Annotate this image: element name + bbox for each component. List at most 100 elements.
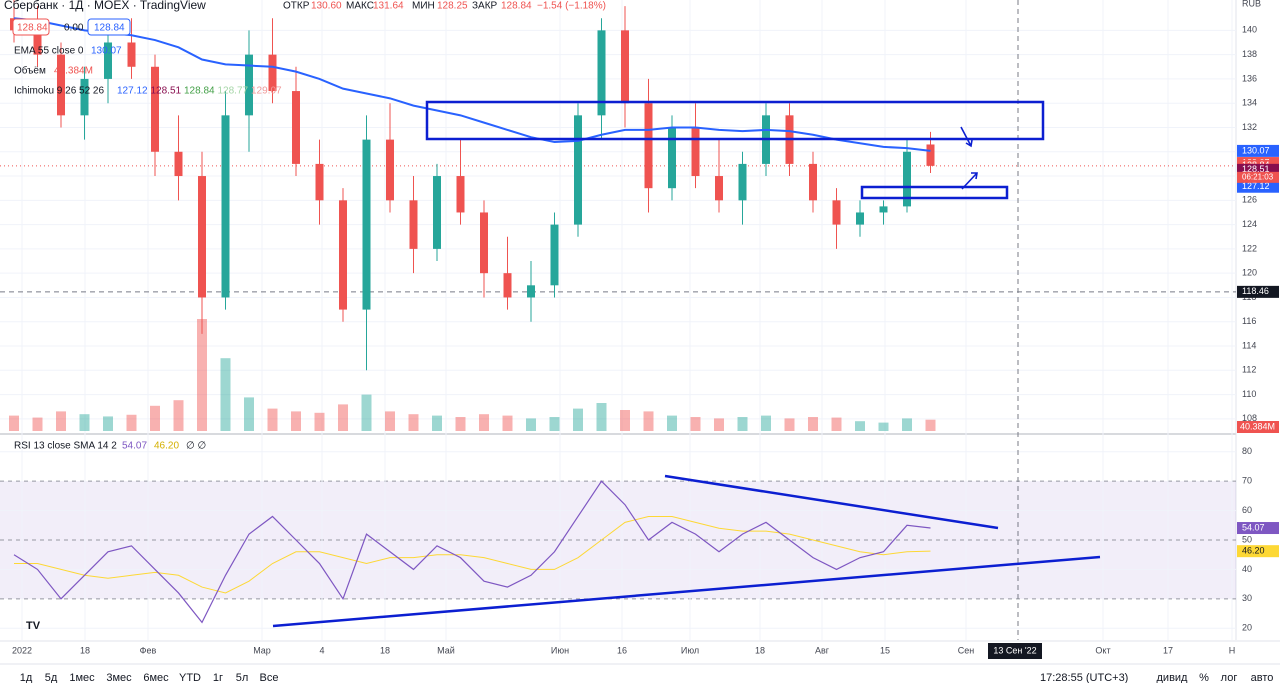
rsi-tick-label: 20 xyxy=(1242,623,1252,633)
bid-box xyxy=(12,18,50,36)
candle-body xyxy=(433,176,441,249)
price-tick-label: 112 xyxy=(1242,365,1256,375)
countdown-badge xyxy=(1237,171,1279,183)
candle-body xyxy=(809,163,817,201)
time-tick-label: Фев xyxy=(140,645,157,655)
volume-badge-label: 40.384M xyxy=(1240,421,1275,431)
candle-body xyxy=(386,139,394,201)
candle-body xyxy=(621,30,629,104)
price-tick-label: 126 xyxy=(1242,195,1257,205)
price-badge-label: 46.20 xyxy=(1242,546,1265,556)
price-badge-label: 127.12 xyxy=(1242,181,1270,191)
ichimoku-value: 128.77 xyxy=(218,86,249,97)
time-tick-label: 15 xyxy=(880,645,890,655)
trend-line xyxy=(272,555,1101,628)
range-button[interactable]: 5л xyxy=(236,672,249,683)
time-tick-label: 18 xyxy=(755,645,765,655)
candle-body xyxy=(644,103,653,189)
candle-body xyxy=(362,139,371,310)
range-button[interactable]: 1д xyxy=(20,672,33,683)
range-button[interactable]: Все xyxy=(260,672,279,683)
price-badge xyxy=(1237,144,1279,157)
volume-bar xyxy=(596,403,607,431)
candle-body xyxy=(597,30,606,116)
volume-bar xyxy=(103,416,113,431)
range-button[interactable]: YTD xyxy=(179,672,201,683)
volume-bar xyxy=(455,417,466,431)
clock: 17:28:55 (UTC+3) xyxy=(1040,672,1128,683)
volume-bar xyxy=(267,408,278,431)
price-tick-label: 116 xyxy=(1242,316,1256,326)
candle-body xyxy=(315,163,324,201)
candle-body xyxy=(409,200,418,249)
ichimoku-value: 127.12 xyxy=(117,86,148,97)
toolbar-option[interactable]: авто xyxy=(1251,672,1274,683)
volume-bar xyxy=(9,415,19,431)
arrow xyxy=(960,126,973,148)
candle-body xyxy=(174,151,183,177)
volume-bar xyxy=(643,411,654,431)
rsi-tick-label: 70 xyxy=(1242,476,1252,486)
time-tick-label: Авг xyxy=(815,645,830,655)
candle-body xyxy=(339,200,347,310)
candle-body xyxy=(715,176,723,201)
volume-bar xyxy=(338,404,348,431)
candle-body xyxy=(80,78,89,116)
ichimoku-name: Ichimoku 9 26 52 26 xyxy=(14,86,104,97)
volume-bar xyxy=(79,414,90,431)
volume-bar xyxy=(784,418,795,431)
candle-body xyxy=(527,285,535,298)
ask: 128.84 xyxy=(94,23,125,34)
candle-body xyxy=(292,91,300,164)
candle-body xyxy=(574,115,582,225)
ema-line xyxy=(13,17,931,152)
candle-body xyxy=(456,176,465,213)
rsi-line xyxy=(13,480,931,624)
toolbar-option[interactable]: дивид xyxy=(1157,672,1189,683)
volume-bar xyxy=(761,415,771,431)
volume-bar xyxy=(361,394,372,431)
rsi-tick-label: 80 xyxy=(1242,446,1252,456)
ohlc-low: 128.25 xyxy=(437,1,468,12)
volume-badge xyxy=(1237,421,1279,433)
range-button[interactable]: 1г xyxy=(213,672,223,683)
time-tick-label: Июл xyxy=(681,645,699,655)
price-badge-label: 130.07 xyxy=(1242,145,1270,155)
candle-body xyxy=(903,151,911,207)
volume-bar xyxy=(526,418,536,431)
toolbar-option[interactable]: % xyxy=(1199,672,1209,683)
candle-body xyxy=(268,54,277,92)
drawings xyxy=(272,100,1101,628)
price-tick-label: 138 xyxy=(1242,49,1257,59)
range-button[interactable]: 1мес xyxy=(69,672,95,683)
arrow xyxy=(961,172,978,190)
ohlc-open: 130.60 xyxy=(311,1,342,12)
time-tick-label: 17 xyxy=(1163,645,1173,655)
volume-bar xyxy=(432,415,442,431)
price-badge-label: 128.51 xyxy=(1242,164,1270,174)
volume-bar xyxy=(479,414,489,431)
price-tick-label: 114 xyxy=(1242,340,1256,350)
rsi-sma-line xyxy=(14,515,931,594)
spread: 0.00 xyxy=(64,23,84,34)
volume-bar xyxy=(385,411,395,431)
price-tick-label: 132 xyxy=(1242,122,1257,132)
price-tick-label: 122 xyxy=(1242,243,1257,253)
volume-bar xyxy=(714,418,724,431)
volume-bar xyxy=(150,405,160,431)
range-button[interactable]: 6мес xyxy=(143,672,169,683)
price-badge xyxy=(1237,180,1279,193)
volume-bar xyxy=(878,422,889,431)
ohlc-open-label: ОТКР xyxy=(283,1,310,12)
range-button[interactable]: 3мес xyxy=(106,672,132,683)
candle-body xyxy=(33,30,42,55)
toolbar-option[interactable]: лог xyxy=(1221,672,1238,683)
range-button[interactable]: 5д xyxy=(45,672,58,683)
candle-body xyxy=(691,127,700,177)
volume-bar xyxy=(831,417,842,431)
volume-bar xyxy=(620,410,630,431)
time-tick-label: 4 xyxy=(319,645,324,655)
time-tick-label: 2022 xyxy=(12,645,32,655)
candle-body xyxy=(245,54,253,116)
